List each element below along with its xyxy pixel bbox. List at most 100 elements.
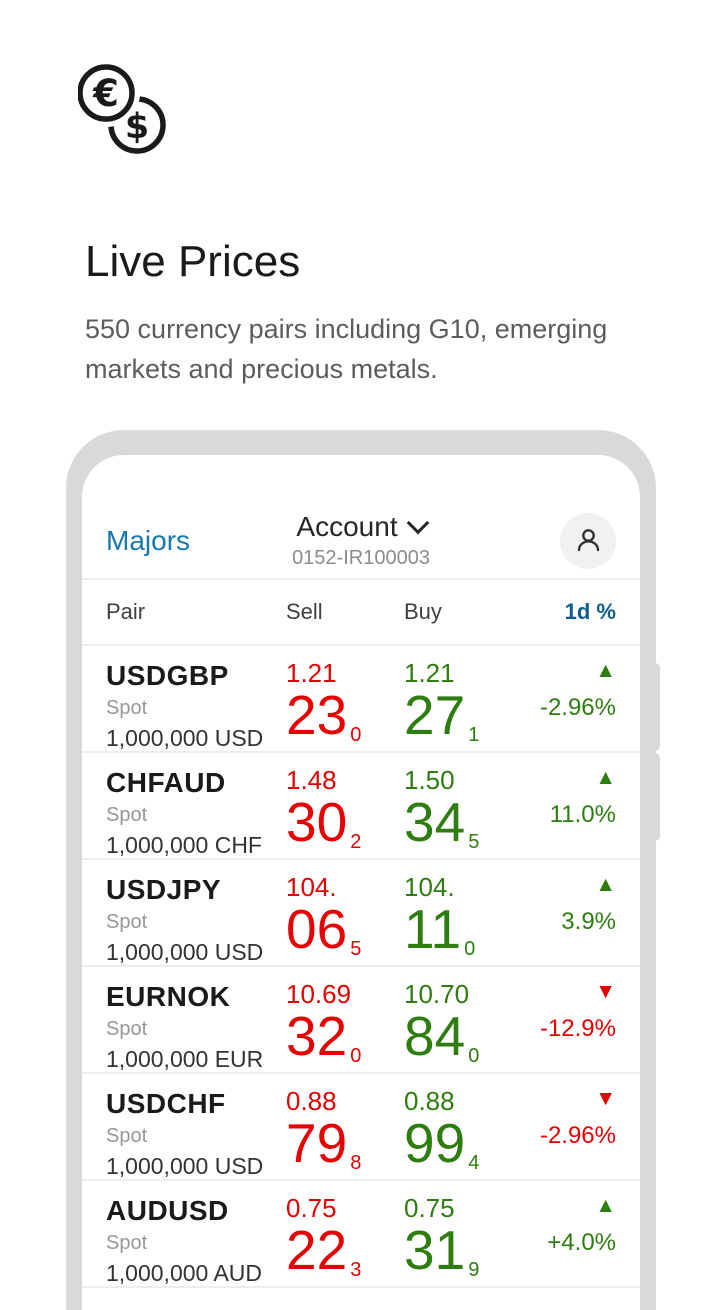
column-sell: Sell <box>286 599 323 624</box>
change-percent: -12.9% <box>539 1015 616 1042</box>
pair-name: USDCHF <box>106 1088 226 1119</box>
daily-change: ▲ 11.0% <box>520 767 616 859</box>
pair-type: Spot <box>106 697 148 719</box>
change-percent: -2.96% <box>539 694 616 721</box>
pair-type: Spot <box>106 1125 148 1147</box>
buy-price-pips: 31 <box>404 1219 466 1281</box>
chevron-down-icon <box>406 511 429 535</box>
price-row[interactable]: USDCHF Spot 1,000,000 USD 0.88 79 8 0.88 … <box>82 1074 640 1181</box>
buy-price-fraction: 1 <box>468 724 480 746</box>
sell-price-prefix: 10.69 <box>286 979 352 1009</box>
price-row[interactable]: AUDUSD Spot 1,000,000 AUD 0.75 22 3 0.75 … <box>82 1181 640 1288</box>
sell-price-prefix: 0.75 <box>286 1193 337 1223</box>
svg-text:$: $ <box>125 107 149 147</box>
buy-price-prefix: 0.88 <box>404 1086 455 1116</box>
buy-price-pips: 99 <box>404 1112 466 1174</box>
column-pair: Pair <box>106 599 146 624</box>
pair-type: Spot <box>106 1018 148 1040</box>
trend-arrow-icon: ▲ <box>595 1194 616 1217</box>
buy-price-prefix: 1.50 <box>404 765 455 795</box>
change-percent: -2.96% <box>539 1122 616 1149</box>
svg-text:€: € <box>92 72 119 115</box>
price-row[interactable]: USDJPY Spot 1,000,000 USD 104. 06 5 104. … <box>82 860 640 967</box>
buy-price[interactable]: 1.21 27 1 <box>404 660 520 752</box>
column-buy: Buy <box>404 599 442 624</box>
daily-change: ▼ -2.96% <box>520 1088 616 1180</box>
buy-price[interactable]: 0.88 99 4 <box>404 1088 520 1180</box>
account-selector[interactable]: Account 0152-IR100003 <box>292 511 430 570</box>
buy-price-pips: 27 <box>404 684 466 746</box>
phone-mockup: Majors Account 0152-IR100003 Pair Se <box>66 430 660 1310</box>
pair-name: EURNOK <box>106 981 231 1012</box>
pair-name: USDGBP <box>106 660 229 691</box>
buy-price[interactable]: 0.75 31 9 <box>404 1195 520 1287</box>
trend-arrow-icon: ▼ <box>595 1087 616 1110</box>
buy-price-fraction: 9 <box>468 1259 480 1281</box>
sell-price-fraction: 3 <box>350 1259 362 1281</box>
sell-price-prefix: 104. <box>286 872 337 902</box>
table-column-header: Pair Sell Buy 1d % <box>82 580 640 646</box>
pair-amount: 1,000,000 USD <box>106 725 264 751</box>
page-subtitle: 550 currency pairs including G10, emergi… <box>85 314 608 384</box>
buy-price-pips: 84 <box>404 1005 466 1067</box>
price-row[interactable]: CHFAUD Spot 1,000,000 CHF 1.48 30 2 1.50 … <box>82 753 640 860</box>
sell-price-pips: 79 <box>286 1112 348 1174</box>
daily-change: ▼ -12.9% <box>520 981 616 1073</box>
phone-screen: Majors Account 0152-IR100003 Pair Se <box>82 455 640 1310</box>
trend-arrow-icon: ▼ <box>595 980 616 1003</box>
pair-type: Spot <box>106 1232 148 1254</box>
account-label: Account <box>296 511 398 542</box>
price-row[interactable]: EURNOK Spot 1,000,000 EUR 10.69 32 0 10.7… <box>82 967 640 1074</box>
buy-price-fraction: 0 <box>468 1045 480 1067</box>
sell-price[interactable]: 1.21 23 0 <box>286 660 404 752</box>
price-row[interactable]: USDGBP Spot 1,000,000 USD 1.21 23 0 1.21 … <box>82 646 640 753</box>
trend-arrow-icon: ▲ <box>595 659 616 682</box>
app-header: Majors Account 0152-IR100003 <box>82 455 640 580</box>
sell-price-prefix: 1.21 <box>286 658 337 688</box>
phone-side-button <box>650 663 660 751</box>
sell-price-fraction: 0 <box>350 724 362 746</box>
sell-price[interactable]: 104. 06 5 <box>286 874 404 966</box>
sell-price-fraction: 2 <box>350 831 362 853</box>
account-number: 0152-IR100003 <box>292 547 430 569</box>
profile-button[interactable] <box>560 512 617 569</box>
trend-arrow-icon: ▲ <box>595 873 616 896</box>
pair-type: Spot <box>106 911 148 933</box>
sell-price-pips: 06 <box>286 898 348 960</box>
pair-amount: 1,000,000 AUD <box>106 1260 263 1286</box>
euro-dollar-coins-icon: € $ <box>78 62 166 154</box>
sell-price-prefix: 1.48 <box>286 765 337 795</box>
change-percent: 11.0% <box>549 801 616 828</box>
buy-price-fraction: 0 <box>464 938 476 960</box>
pair-amount: 1,000,000 USD <box>106 939 264 965</box>
sell-price[interactable]: 0.75 22 3 <box>286 1195 404 1287</box>
buy-price-pips: 34 <box>404 791 466 853</box>
buy-price[interactable]: 10.70 84 0 <box>404 981 520 1073</box>
pair-type: Spot <box>106 804 148 826</box>
phone-side-button <box>650 753 660 841</box>
sell-price-pips: 23 <box>286 684 348 746</box>
sell-price[interactable]: 1.48 30 2 <box>286 767 404 859</box>
pair-name: USDJPY <box>106 874 222 905</box>
pair-name: AUDUSD <box>106 1195 229 1226</box>
buy-price-fraction: 4 <box>468 1152 480 1174</box>
buy-price-prefix: 0.75 <box>404 1193 455 1223</box>
buy-price[interactable]: 104. 11 0 <box>404 874 520 966</box>
buy-price-prefix: 10.70 <box>404 979 470 1009</box>
change-percent: +4.0% <box>547 1229 616 1256</box>
pair-amount: 1,000,000 EUR <box>106 1046 264 1072</box>
buy-price[interactable]: 1.50 34 5 <box>404 767 520 859</box>
sell-price-fraction: 8 <box>350 1152 362 1174</box>
column-1d-percent[interactable]: 1d % <box>564 599 616 624</box>
sell-price-prefix: 0.88 <box>286 1086 337 1116</box>
sell-price[interactable]: 0.88 79 8 <box>286 1088 404 1180</box>
daily-change: ▲ 3.9% <box>520 874 616 966</box>
pair-name: CHFAUD <box>106 767 226 798</box>
tab-majors[interactable]: Majors <box>106 524 191 556</box>
page-title: Live Prices <box>85 237 301 287</box>
sell-price[interactable]: 10.69 32 0 <box>286 981 404 1073</box>
sell-price-pips: 22 <box>286 1219 348 1281</box>
sell-price-fraction: 0 <box>350 1045 362 1067</box>
sell-price-fraction: 5 <box>350 938 362 960</box>
change-percent: 3.9% <box>561 908 616 935</box>
